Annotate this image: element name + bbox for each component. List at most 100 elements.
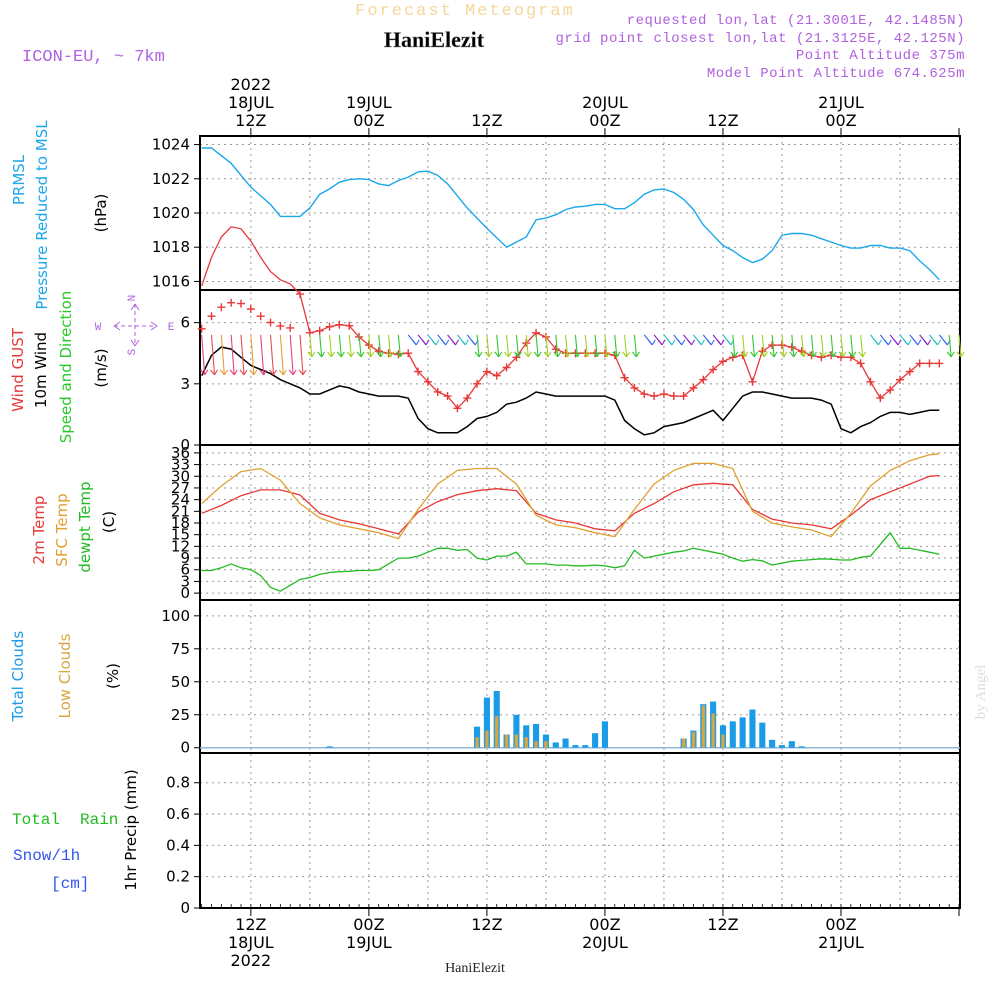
total-cloud-bar xyxy=(729,721,736,748)
wind-gust-marker xyxy=(896,375,905,384)
clouds-ytick-label: 0 xyxy=(180,739,190,757)
wind-arrow-head xyxy=(592,351,601,358)
wind-arrow-head xyxy=(307,351,316,358)
wind-arrow-head xyxy=(376,351,385,358)
wind-arrow-head xyxy=(818,351,827,358)
low-cloud-bar xyxy=(701,705,705,748)
wind-arrow xyxy=(250,334,255,375)
wind-panel-frame xyxy=(199,289,961,446)
wind-10m-line xyxy=(201,346,940,436)
total-cloud-bar xyxy=(592,733,599,748)
wind-arrow-head xyxy=(946,351,955,358)
wind-arrow-head xyxy=(327,351,336,358)
wind-arrow-head xyxy=(229,369,238,376)
temp-ytick-label: 9 xyxy=(180,549,190,567)
wind-arrow xyxy=(348,334,352,357)
wind-gust-marker xyxy=(266,318,275,327)
low-cloud-bar xyxy=(485,730,489,748)
wind-arrow-head xyxy=(647,339,656,346)
wind-arrow-head xyxy=(883,339,892,346)
time-label-top: 2022 xyxy=(230,75,271,94)
temp-ytick-label: 30 xyxy=(171,467,190,485)
compass-icon: N S W E xyxy=(95,295,175,356)
total-cloud-bar xyxy=(739,717,746,748)
wind-arrow xyxy=(545,334,549,357)
wind-arrow xyxy=(240,334,245,375)
wind-arrow-head xyxy=(336,351,345,358)
low-cloud-bar xyxy=(495,716,499,748)
wind-arrow-head xyxy=(789,351,798,358)
wind-arrow-head xyxy=(667,339,676,346)
wind-arrow-head xyxy=(612,351,621,358)
wind-arrow-head xyxy=(848,351,857,358)
wind-arrow-head xyxy=(288,369,297,376)
time-label-bottom: 00Z xyxy=(589,915,620,934)
low-cloud-bar xyxy=(691,731,696,748)
time-label-bottom: 18JUL xyxy=(228,933,274,952)
requested-coords: requested lon,lat (21.3001E, 42.1485N) xyxy=(627,13,965,29)
precip-ytick-label: 0.4 xyxy=(166,836,190,854)
wind-arrow-head xyxy=(278,369,287,376)
temp-ytick-label: 36 xyxy=(171,444,190,462)
wind-arrow xyxy=(319,334,323,357)
wind-arrow-head xyxy=(602,351,611,358)
low-cloud-bar xyxy=(681,738,686,748)
total-cloud-bar xyxy=(788,741,795,748)
wind-arrow xyxy=(840,334,844,357)
wind-arrow xyxy=(751,334,756,357)
wind-ytick-label: 6 xyxy=(180,314,190,332)
wind-arrow-head xyxy=(632,351,640,358)
wind-gust-marker xyxy=(551,345,560,354)
clouds-ytick-label: 75 xyxy=(171,640,190,658)
wind-gust-marker xyxy=(581,349,590,358)
wind-gust-marker xyxy=(364,341,373,350)
wind-arrow-head xyxy=(460,339,469,346)
wind-arrow-head xyxy=(730,351,739,358)
clouds-ytick-label: 100 xyxy=(161,607,190,625)
wind-gust-marker xyxy=(335,320,344,329)
wind-arrow-head xyxy=(563,351,572,358)
time-label-top: 19JUL xyxy=(346,93,392,112)
wind-arrow xyxy=(358,334,362,357)
total-cloud-bar xyxy=(513,714,520,748)
wind-arrow-head xyxy=(697,339,705,346)
wind-gust-marker xyxy=(256,312,265,321)
time-label-bottom: 2022 xyxy=(230,951,271,970)
temp-label-dewpt: dewpt Temp xyxy=(76,481,94,572)
wind-arrow xyxy=(958,334,962,357)
wind-gust-marker xyxy=(296,290,305,299)
wind-arrow xyxy=(525,334,529,357)
wind-gust-marker xyxy=(345,321,354,330)
time-label-top: 12Z xyxy=(235,111,266,130)
wind-arrow-head xyxy=(677,339,686,346)
wind-arrow-head xyxy=(346,351,355,358)
time-label-top: 12Z xyxy=(707,111,738,130)
wind-arrow xyxy=(791,334,795,357)
wind-gust-marker xyxy=(679,392,688,401)
wind-arrow-head xyxy=(582,351,591,358)
wind-arrow-head xyxy=(828,351,837,358)
total-cloud-bar xyxy=(326,746,333,748)
precip-ytick-label: 0.2 xyxy=(166,868,190,886)
precip-label-rain: Rain xyxy=(80,811,118,829)
wind-arrow-head xyxy=(858,351,867,358)
wind-gust-marker xyxy=(463,394,472,403)
wind-arrow xyxy=(614,334,618,357)
temp-label-sfc: SFC Temp xyxy=(53,493,71,566)
wind-arrow xyxy=(486,334,490,357)
total-cloud-bar xyxy=(474,726,481,748)
wind-arrow-head xyxy=(933,339,941,346)
precip-label-total: Total xyxy=(12,811,60,829)
low-cloud-bar xyxy=(475,737,479,748)
wind-gust-marker xyxy=(414,367,423,376)
low-cloud-bar xyxy=(504,734,509,748)
wind-arrow xyxy=(230,334,235,375)
wind-gust-marker xyxy=(227,298,236,307)
total-cloud-bar xyxy=(759,722,766,748)
clouds-label-low: Low Clouds xyxy=(56,633,74,718)
wind-arrow xyxy=(388,334,392,357)
temp-ytick-label: 0 xyxy=(180,584,190,602)
total-cloud-bar xyxy=(582,745,589,748)
total-cloud-bar xyxy=(562,738,569,748)
wind-gust-marker xyxy=(856,359,865,368)
